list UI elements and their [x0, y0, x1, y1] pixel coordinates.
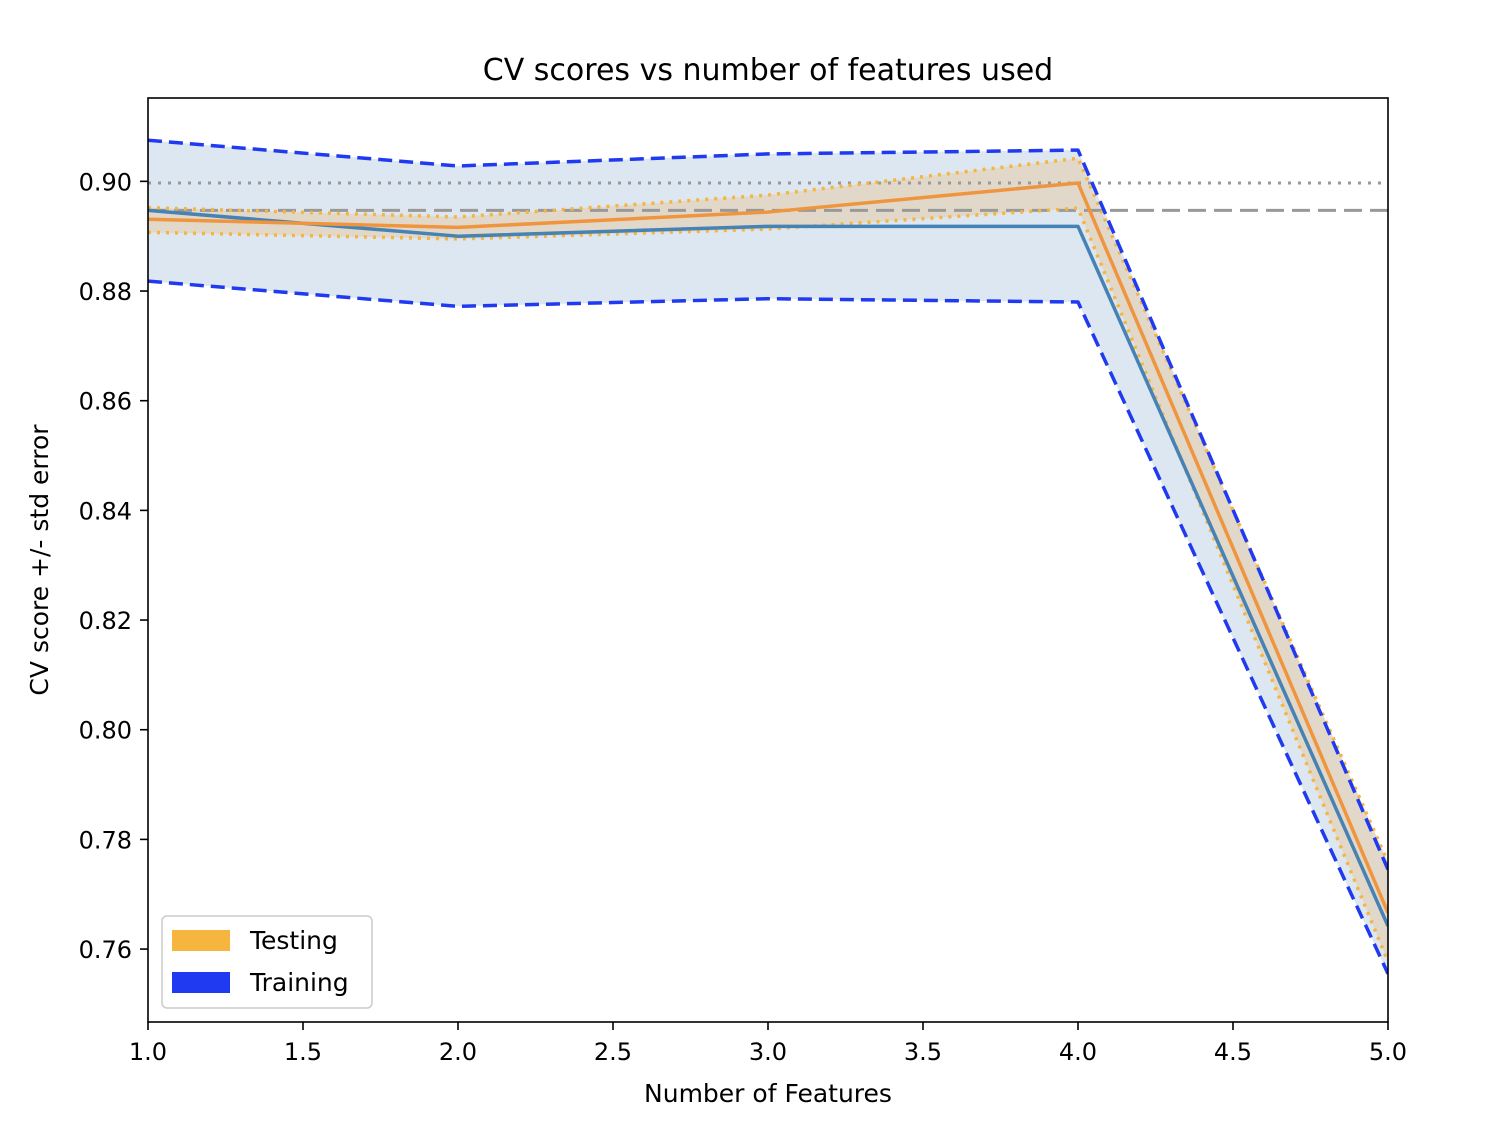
x-tick-label: 2.0 — [439, 1038, 477, 1066]
x-tick-label: 3.5 — [904, 1038, 942, 1066]
y-tick-label: 0.80 — [79, 717, 132, 745]
plot-marks — [148, 138, 1388, 975]
series-line-training-lower — [148, 279, 1388, 975]
x-tick-label: 1.5 — [284, 1038, 322, 1066]
legend-swatch-training — [172, 972, 230, 993]
y-tick-label: 0.78 — [79, 826, 132, 854]
y-tick-label: 0.86 — [79, 388, 132, 416]
y-tick-label: 0.76 — [79, 936, 132, 964]
x-tick-label: 5.0 — [1369, 1038, 1407, 1066]
x-axis-label: Number of Features — [644, 1079, 892, 1108]
axis-ticks: 1.0 1.5 2.0 2.5 3.0 3.5 4.0 4.5 5.0 0.76 0.78 0.80 0… — [79, 168, 1408, 1066]
series-line-testing-mean — [148, 181, 1388, 914]
series-line-testing-upper — [148, 156, 1388, 864]
y-tick-label: 0.90 — [79, 168, 132, 196]
y-tick-label: 0.88 — [79, 278, 132, 306]
x-tick-label: 4.0 — [1059, 1038, 1097, 1066]
x-tick-label: 2.5 — [594, 1038, 632, 1066]
y-tick-label: 0.82 — [79, 607, 132, 635]
series-line-testing-lower — [148, 206, 1388, 963]
series-line-training-upper — [148, 138, 1388, 871]
series-line-training-mean — [148, 208, 1388, 927]
legend: Testing Training — [161, 915, 373, 1009]
training-band — [148, 140, 1388, 974]
y-axis-label: CV score +/- std error — [25, 424, 54, 696]
x-tick-label: 1.0 — [129, 1038, 167, 1066]
plot-area — [147, 97, 1389, 1023]
legend-swatch-testing — [172, 930, 230, 951]
y-tick-label: 0.84 — [79, 497, 132, 525]
x-tick-label: 3.0 — [749, 1038, 787, 1066]
x-tick-label: 4.5 — [1214, 1038, 1252, 1066]
chart-title: CV scores vs number of features used — [483, 53, 1053, 88]
legend-label-training: Training — [249, 968, 349, 997]
legend-label-testing: Testing — [249, 926, 338, 955]
